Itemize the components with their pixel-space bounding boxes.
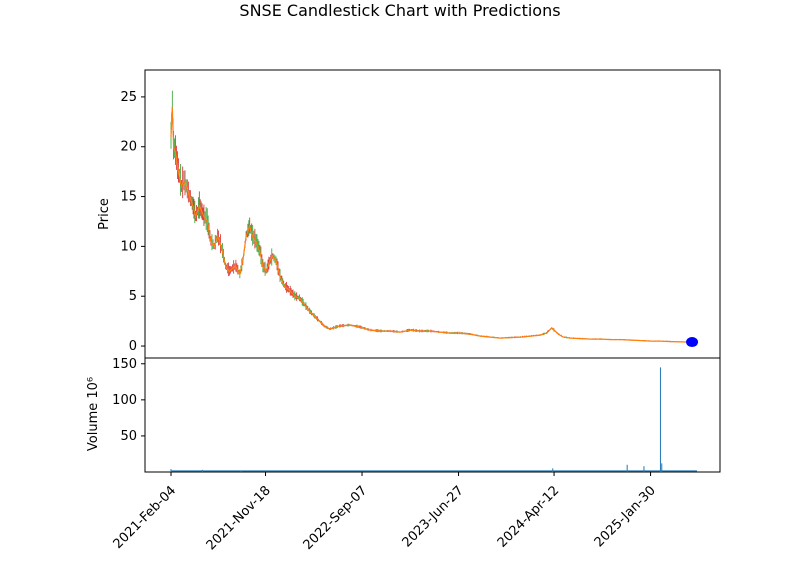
price-y-tick-label: 25 (120, 90, 137, 105)
x-tick-label: 2022-Sep-07 (301, 483, 371, 553)
x-tick-label: 2024-Apr-12 (495, 483, 562, 550)
volume-y-tick-label: 150 (112, 357, 137, 372)
x-tick-label: 2021-Nov-18 (204, 483, 274, 553)
price-y-tick-label: 20 (120, 140, 137, 155)
price-y-tick-label: 5 (129, 289, 137, 304)
volume-y-axis: 50 100 150 (112, 357, 145, 444)
x-tick-label: 2025-Jan-30 (592, 483, 659, 550)
chart-title: SNSE Candlestick Chart with Predictions (239, 1, 560, 20)
price-panel-frame (144, 69, 721, 359)
prediction-marker (686, 337, 699, 348)
volume-y-tick-label: 50 (120, 429, 137, 444)
volume-panel-frame (144, 357, 721, 473)
x-axis: 2021-Feb-04 2021-Nov-18 2022-Sep-07 2023-Ju… (111, 472, 659, 553)
price-y-axis: 0 5 10 15 20 25 (120, 90, 145, 354)
price-close-line (170, 106, 691, 343)
volume-marks (170, 367, 697, 472)
x-tick-label: 2023-Jun-27 (400, 483, 467, 550)
volume-y-tick-label: 100 (112, 393, 137, 408)
price-y-axis-label: Price (97, 198, 112, 230)
price-y-tick-label: 10 (120, 239, 137, 254)
price-y-tick-label: 15 (120, 190, 137, 205)
volume-y-axis-label: Volume 10⁶ (86, 377, 101, 451)
price-y-tick-label: 0 (129, 339, 137, 354)
price-marks (170, 90, 699, 348)
x-tick-label: 2021-Feb-04 (111, 483, 180, 552)
